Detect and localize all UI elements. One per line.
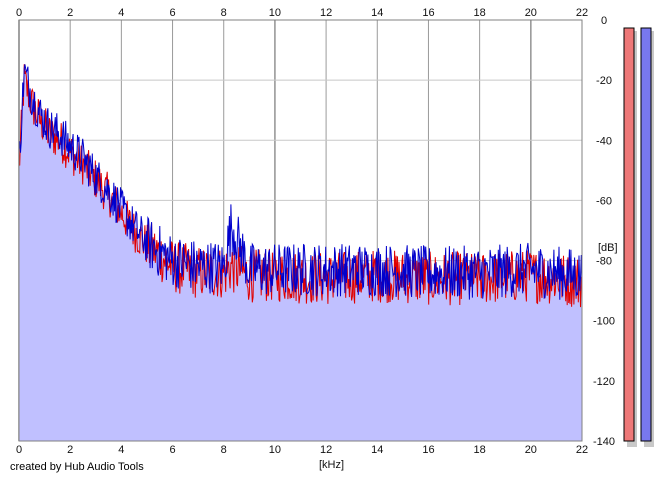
x-tick-label-top: 2 xyxy=(67,7,73,19)
x-tick-label-top: 18 xyxy=(474,7,486,19)
x-tick-label-bottom: 16 xyxy=(422,444,434,456)
x-tick-label-top: 0 xyxy=(16,7,22,19)
x-tick-label-top: 4 xyxy=(118,7,124,19)
y-tick-label: -80 xyxy=(596,256,612,268)
x-tick-label-top: 6 xyxy=(169,7,175,19)
x-tick-label-top: 10 xyxy=(269,7,281,19)
y-tick-label: -120 xyxy=(593,376,615,388)
x-tick-label-top: 20 xyxy=(525,7,537,19)
y-tick-label: -100 xyxy=(593,316,615,328)
y-tick-label: -60 xyxy=(596,195,612,207)
x-axis-bottom: 0 2 4 6 8 10 12 14 16 18 20 22 xyxy=(16,444,588,456)
x-tick-label-bottom: 4 xyxy=(118,444,124,456)
y-tick-label: 0 xyxy=(601,15,607,27)
spectrum-fill-area xyxy=(19,64,582,441)
level-meter-bar xyxy=(640,27,652,442)
x-tick-label-bottom: 2 xyxy=(67,444,73,456)
y-tick-label: -140 xyxy=(593,436,615,448)
x-tick-label-top: 12 xyxy=(320,7,332,19)
y-axis-label: [dB] xyxy=(598,242,618,254)
x-tick-label-bottom: 6 xyxy=(169,444,175,456)
y-tick-label: -20 xyxy=(596,75,612,87)
x-tick-label-bottom: 0 xyxy=(16,444,22,456)
x-tick-label-bottom: 10 xyxy=(269,444,281,456)
credit-text: created by Hub Audio Tools xyxy=(10,461,144,473)
x-tick-label-bottom: 8 xyxy=(221,444,227,456)
x-tick-label-bottom: 22 xyxy=(576,444,588,456)
level-meters xyxy=(623,27,654,447)
y-axis-right: 0 -20 -40 -60 -80 -100 -120 -140 xyxy=(593,15,615,448)
x-tick-label-top: 22 xyxy=(576,7,588,19)
y-tick-label: -40 xyxy=(596,135,612,147)
x-axis-label: [kHz] xyxy=(319,459,344,471)
x-tick-label-top: 8 xyxy=(221,7,227,19)
x-tick-label-bottom: 18 xyxy=(474,444,486,456)
x-tick-label-top: 14 xyxy=(371,7,383,19)
x-tick-label-top: 16 xyxy=(422,7,434,19)
x-tick-label-bottom: 20 xyxy=(525,444,537,456)
x-axis-top: 0 2 4 6 8 10 12 14 16 18 20 22 xyxy=(16,7,588,19)
x-tick-label-bottom: 14 xyxy=(371,444,383,456)
x-tick-label-bottom: 12 xyxy=(320,444,332,456)
level-meter-bar xyxy=(623,27,635,442)
blue-series-line xyxy=(18,64,583,300)
plot-border xyxy=(18,19,583,442)
